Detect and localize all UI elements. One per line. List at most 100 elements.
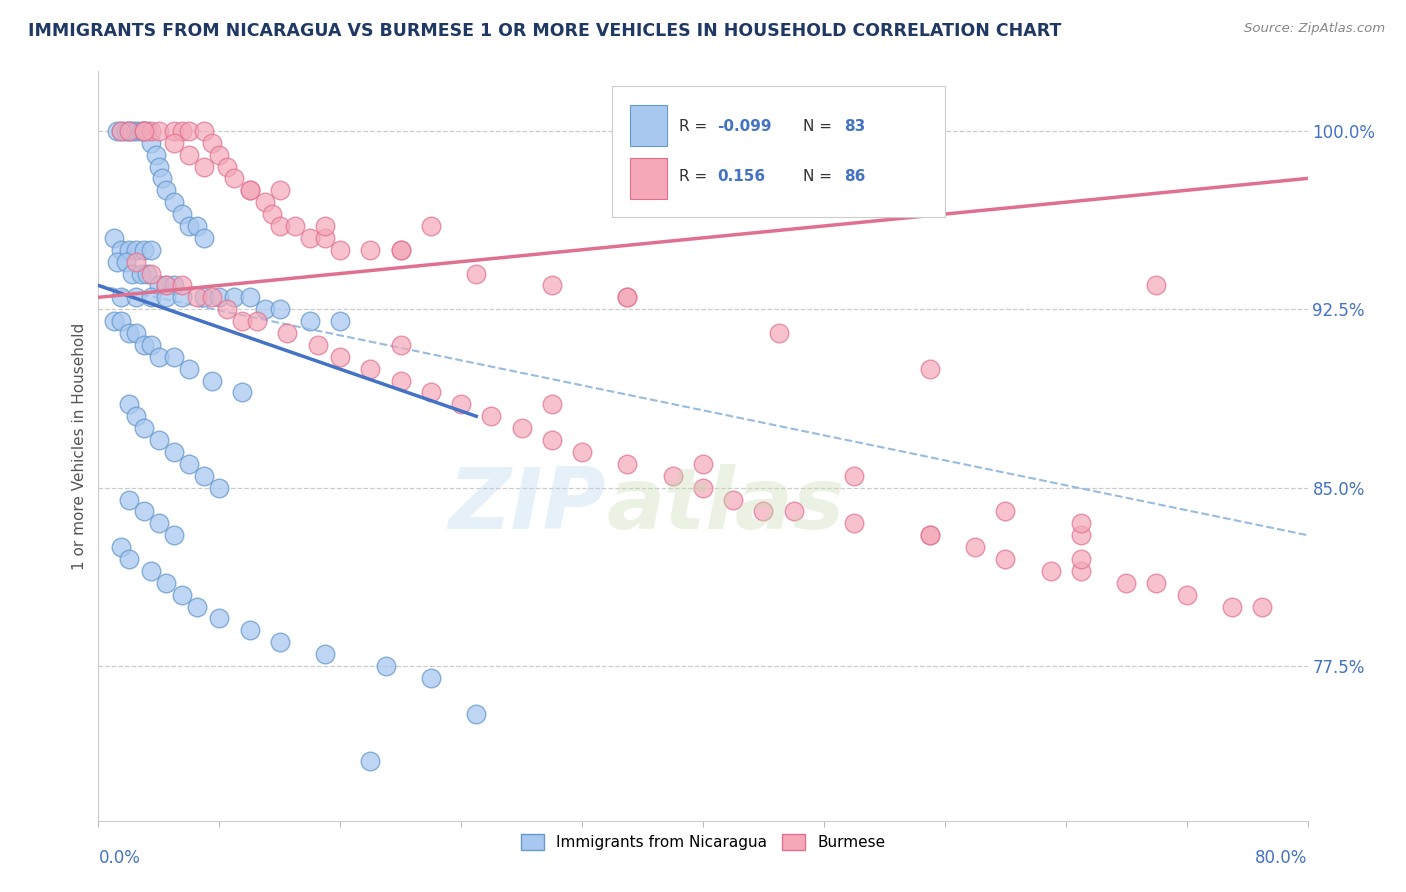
Point xyxy=(170,290,193,304)
Point xyxy=(307,338,329,352)
Point xyxy=(465,267,488,281)
Text: Source: ZipAtlas.com: Source: ZipAtlas.com xyxy=(1244,22,1385,36)
Point xyxy=(132,124,155,138)
Point xyxy=(1115,575,1137,590)
Point xyxy=(389,374,412,388)
Point xyxy=(269,635,291,649)
Point xyxy=(135,267,157,281)
Point xyxy=(994,552,1017,566)
Point xyxy=(276,326,298,340)
Text: 0.156: 0.156 xyxy=(717,169,766,184)
Point xyxy=(121,267,143,281)
Point xyxy=(239,624,262,638)
Point xyxy=(125,290,148,304)
Point xyxy=(141,267,163,281)
Point xyxy=(262,207,284,221)
Point xyxy=(193,468,215,483)
Point xyxy=(125,326,148,340)
FancyBboxPatch shape xyxy=(613,87,945,218)
Point xyxy=(918,528,941,542)
Point xyxy=(155,278,177,293)
Point xyxy=(1146,278,1168,293)
Point xyxy=(179,219,201,233)
Point xyxy=(540,278,562,293)
Point xyxy=(540,397,562,411)
Point xyxy=(1039,564,1062,578)
Point xyxy=(314,219,336,233)
Point xyxy=(110,314,132,328)
Point xyxy=(314,647,336,661)
Text: R =: R = xyxy=(679,169,711,184)
Point xyxy=(360,361,382,376)
Point xyxy=(148,124,170,138)
Point xyxy=(329,314,352,328)
Point xyxy=(110,243,132,257)
Point xyxy=(616,457,638,471)
Text: 83: 83 xyxy=(845,119,866,134)
Text: atlas: atlas xyxy=(606,465,845,548)
Point xyxy=(125,254,148,268)
Point xyxy=(148,160,170,174)
Point xyxy=(132,124,155,138)
Point xyxy=(114,254,136,268)
Point xyxy=(186,290,208,304)
Point xyxy=(132,243,155,257)
Point xyxy=(170,278,193,293)
Point xyxy=(1251,599,1274,614)
Point xyxy=(768,326,790,340)
Text: ZIP: ZIP xyxy=(449,465,606,548)
Point xyxy=(844,468,866,483)
Point xyxy=(965,540,987,554)
Point xyxy=(179,147,201,161)
Point xyxy=(118,552,141,566)
Point xyxy=(186,599,208,614)
Point xyxy=(389,338,412,352)
Point xyxy=(692,481,714,495)
Point xyxy=(239,183,262,197)
Point xyxy=(155,278,177,293)
Point xyxy=(253,195,276,210)
Point xyxy=(163,124,186,138)
Text: R =: R = xyxy=(679,119,711,134)
Point xyxy=(155,575,177,590)
Point xyxy=(201,136,224,150)
Point xyxy=(314,231,336,245)
Point xyxy=(118,326,141,340)
Point xyxy=(141,136,163,150)
Point xyxy=(1070,528,1092,542)
Legend: Immigrants from Nicaragua, Burmese: Immigrants from Nicaragua, Burmese xyxy=(513,827,893,858)
Point xyxy=(110,540,132,554)
Point xyxy=(155,290,177,304)
Point xyxy=(179,124,201,138)
Point xyxy=(141,124,163,138)
Point xyxy=(510,421,533,435)
Y-axis label: 1 or more Vehicles in Household: 1 or more Vehicles in Household xyxy=(72,322,87,570)
Point xyxy=(918,361,941,376)
Point xyxy=(752,504,775,518)
Point xyxy=(299,231,322,245)
Point xyxy=(132,421,155,435)
Point xyxy=(616,290,638,304)
Point xyxy=(118,492,141,507)
Point xyxy=(155,183,177,197)
Point xyxy=(125,124,148,138)
Point xyxy=(105,124,128,138)
Point xyxy=(163,350,186,364)
Point xyxy=(994,504,1017,518)
Point xyxy=(389,243,412,257)
Point xyxy=(145,147,167,161)
Point xyxy=(374,659,396,673)
Point xyxy=(105,254,128,268)
Point xyxy=(125,409,148,424)
Text: 0.0%: 0.0% xyxy=(98,849,141,867)
Point xyxy=(420,671,443,685)
Point xyxy=(170,124,193,138)
Text: N =: N = xyxy=(803,119,837,134)
Point xyxy=(269,302,291,317)
Point xyxy=(299,314,322,328)
Point xyxy=(103,314,125,328)
Point xyxy=(110,290,132,304)
Point xyxy=(918,528,941,542)
Point xyxy=(141,338,163,352)
Point xyxy=(481,409,503,424)
